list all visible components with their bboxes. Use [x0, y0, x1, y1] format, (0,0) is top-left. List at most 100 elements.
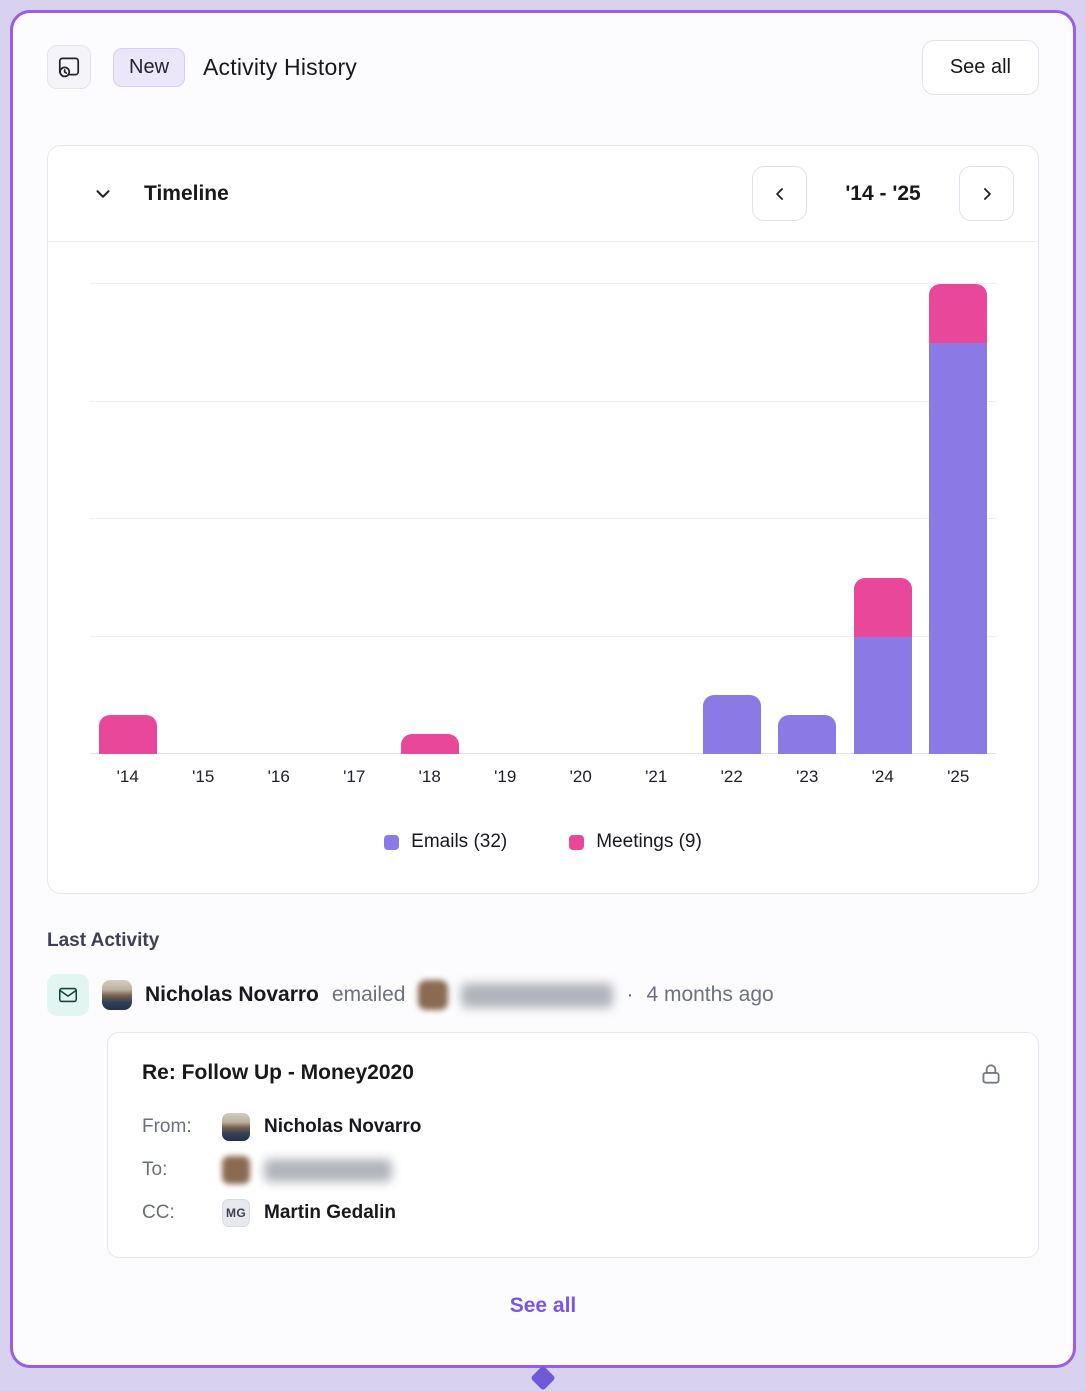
chart-slot-19: [468, 284, 544, 754]
bar-18[interactable]: [400, 284, 459, 754]
avatar-nicholas-novarro: [102, 980, 132, 1010]
activity-history-icon: [47, 45, 91, 89]
cc-name: Martin Gedalin: [264, 1202, 396, 1223]
chart-plot: [90, 283, 997, 754]
bar-22[interactable]: [702, 284, 761, 754]
divider: [48, 241, 1038, 242]
meetings-segment[interactable]: [853, 577, 912, 637]
x-tick-21: '21: [645, 767, 668, 786]
chevron-down-icon[interactable]: [92, 183, 114, 205]
actor-name: Nicholas Novarro: [145, 983, 319, 1006]
new-badge: New: [113, 47, 186, 87]
footer-see-all-link[interactable]: See all: [509, 1294, 577, 1317]
bar-17: [325, 284, 383, 754]
activity-timestamp: 4 months ago: [646, 983, 774, 1006]
email-from-row: From: Nicholas Novarro: [142, 1113, 1004, 1141]
next-range-button[interactable]: [959, 166, 1014, 221]
bar-21: [627, 284, 685, 754]
gridline-6: [90, 635, 996, 637]
email-icon: [47, 974, 89, 1016]
popover-pointer: [530, 1365, 556, 1391]
chart-x-labels: '14 '15 '16 '17 '18 '19 '20 '21 '22 '23 '24 '25: [90, 767, 996, 787]
emails-segment[interactable]: [929, 342, 988, 754]
bar-19: [476, 284, 534, 754]
chart-legend: Emails (32) Meetings (9): [90, 831, 996, 853]
separator-dot: ·: [626, 983, 634, 1006]
chart-slot-22: [694, 284, 770, 754]
avatar-to-redacted: [222, 1156, 250, 1184]
meetings-segment[interactable]: [400, 734, 459, 754]
prev-range-button[interactable]: [752, 166, 807, 221]
to-label: To:: [142, 1159, 168, 1180]
last-activity-label: Last Activity: [47, 930, 160, 951]
chart-slot-20: [543, 284, 619, 754]
email-card[interactable]: Re: Follow Up - Money2020 From: Nicholas…: [107, 1032, 1039, 1258]
timeline-header: Timeline '14 - '25: [48, 146, 1038, 241]
redacted-recipient-name: [461, 982, 614, 1008]
redacted-to-name: [264, 1158, 392, 1182]
timeline-title: Timeline: [144, 181, 229, 205]
x-tick-20: '20: [569, 767, 592, 786]
emails-segment[interactable]: [702, 695, 761, 754]
from-label: From:: [142, 1116, 192, 1137]
emails-segment[interactable]: [778, 714, 837, 754]
chart-slot-18: [392, 284, 468, 754]
meetings-segment[interactable]: [929, 284, 988, 343]
x-tick-18: '18: [418, 767, 441, 786]
bar-14[interactable]: [98, 284, 157, 754]
legend-label: Emails (32): [411, 831, 508, 852]
page-title: Activity History: [203, 53, 358, 80]
x-tick-16: '16: [267, 767, 290, 786]
chart-slot-15: [166, 284, 242, 754]
legend-item: Emails (32): [384, 831, 507, 853]
email-cc-row: CC: MG Martin Gedalin: [142, 1199, 1004, 1227]
bar-16: [250, 284, 308, 754]
x-tick-24: '24: [871, 767, 894, 786]
chart-slot-25: [921, 284, 997, 754]
legend-swatch: [384, 834, 400, 850]
date-range-label: '14 - '25: [845, 181, 921, 205]
chart-slot-16: [241, 284, 317, 754]
chart-slot-24: [845, 284, 921, 754]
bar-20: [552, 284, 610, 754]
bar-23[interactable]: [778, 284, 837, 754]
chart-slot-14: [90, 284, 166, 754]
see-all-button[interactable]: See all: [921, 39, 1039, 95]
legend-item: Meetings (9): [569, 831, 702, 853]
emails-segment[interactable]: [853, 636, 912, 754]
chart-slot-23: [770, 284, 846, 754]
bar-25[interactable]: [929, 284, 988, 754]
avatar-from: [222, 1113, 250, 1141]
x-tick-22: '22: [720, 767, 743, 786]
meetings-segment[interactable]: [98, 714, 157, 754]
x-tick-25: '25: [947, 767, 970, 786]
email-subject: Re: Follow Up - Money2020: [142, 1061, 414, 1084]
chart-slot-17: [317, 284, 393, 754]
from-name: Nicholas Novarro: [264, 1116, 422, 1137]
last-activity-row: Nicholas Novarro emailed · 4 months ago: [47, 974, 1039, 1016]
activity-history-card: New Activity History See all Timeline '1…: [10, 10, 1076, 1368]
bar-15: [174, 284, 232, 754]
timeline-section: Timeline '14 - '25 '14 '15 '16 '17 '18 '19 '20…: [47, 145, 1039, 894]
chart-slot-21: [619, 284, 695, 754]
gridline-12: [90, 518, 996, 519]
cc-label: CC:: [142, 1202, 175, 1223]
action-text: emailed: [331, 983, 406, 1006]
x-tick-15: '15: [192, 767, 215, 786]
legend-swatch: [569, 834, 585, 850]
lock-icon: [978, 1061, 1004, 1087]
timeline-chart: '14 '15 '16 '17 '18 '19 '20 '21 '22 '23 '24 '25 Ema…: [48, 242, 1038, 893]
email-to-row: To:: [142, 1156, 1004, 1184]
bar-24[interactable]: [853, 284, 912, 754]
x-tick-14: '14: [116, 767, 139, 786]
x-tick-23: '23: [796, 767, 819, 786]
x-tick-17: '17: [343, 767, 366, 786]
email-card-header: Re: Follow Up - Money2020: [142, 1061, 1004, 1087]
x-tick-19: '19: [494, 767, 517, 786]
avatar-initials-mg: MG: [222, 1199, 250, 1227]
gridline-0: [90, 753, 996, 754]
avatar-redacted: [418, 980, 449, 1010]
gridline-24: [90, 283, 996, 284]
card-header: New Activity History See all: [47, 39, 1039, 95]
legend-label: Meetings (9): [596, 831, 702, 852]
